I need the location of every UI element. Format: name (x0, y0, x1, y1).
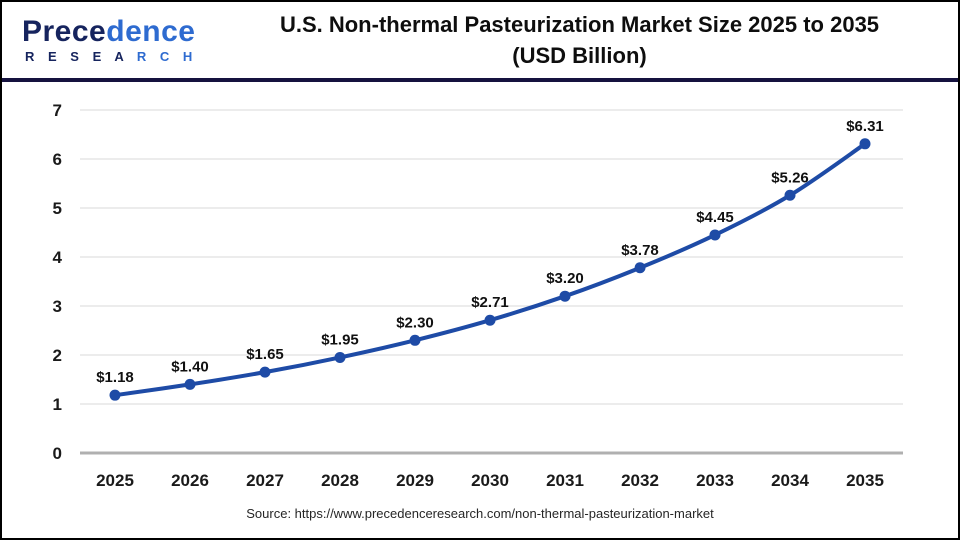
x-tick-label: 2034 (771, 471, 809, 490)
data-point (784, 189, 796, 201)
data-point (259, 366, 271, 378)
data-point-label: $5.26 (771, 169, 809, 186)
y-tick-label: 0 (53, 444, 62, 463)
logo-research-dark: R E S E A (25, 49, 137, 64)
data-point-label: $2.30 (396, 314, 434, 331)
source-text: Source: https://www.precedenceresearch.c… (246, 506, 714, 521)
x-tick-label: 2025 (96, 471, 134, 490)
logo-research-light: R C H (136, 49, 198, 64)
y-tick-label: 5 (53, 199, 62, 218)
data-point-label: $1.95 (321, 331, 359, 348)
data-point (184, 378, 196, 390)
data-point-label: $1.18 (96, 369, 134, 386)
data-point-label: $3.78 (621, 242, 659, 259)
x-tick-label: 2030 (471, 471, 509, 490)
logo-brand-light: dence (106, 15, 196, 48)
y-tick-label: 4 (53, 248, 63, 267)
y-tick-label: 7 (53, 101, 62, 120)
y-tick-label: 1 (53, 395, 62, 414)
data-point (484, 314, 496, 326)
data-point (559, 290, 571, 302)
data-point (634, 262, 646, 274)
data-point (409, 334, 421, 346)
y-tick-label: 6 (53, 150, 62, 169)
x-tick-label: 2032 (621, 471, 659, 490)
data-point (109, 389, 121, 401)
precedence-research-logo: Precedence R E S E A R C H (2, 17, 207, 64)
data-point-label: $3.20 (546, 270, 584, 287)
series-line (113, 141, 867, 398)
data-point-label: $1.40 (171, 358, 209, 375)
page-title: U.S. Non-thermal Pasteurization Market S… (207, 9, 958, 71)
data-point-label: $2.71 (471, 294, 509, 311)
y-tick-label: 2 (53, 346, 62, 365)
x-tick-label: 2031 (546, 471, 584, 490)
chart-area: 0 1 2 3 4 5 6 7 2025 2026 2027 2028 2029 2030 2031 2032… (2, 82, 958, 490)
y-tick-label: 3 (53, 297, 62, 316)
data-point-label: $1.65 (246, 346, 284, 363)
data-point (859, 138, 871, 150)
data-point (334, 351, 346, 363)
x-tick-label: 2027 (246, 471, 284, 490)
x-tick-label: 2029 (396, 471, 434, 490)
market-size-line-chart: 0 1 2 3 4 5 6 7 2025 2026 2027 2028 2029 2030 2031 2032… (53, 101, 903, 490)
chart-title-line1: U.S. Non-thermal Pasteurization Market S… (279, 12, 880, 37)
logo-brand-dark: Prece (22, 15, 107, 48)
data-point-label: $4.45 (696, 209, 734, 226)
logo-brand-text: Precedence (22, 17, 207, 47)
logo-research-text: R E S E A R C H (22, 50, 207, 63)
chart-title-line2: (USD Billion) (512, 43, 647, 68)
x-tick-label: 2033 (696, 471, 734, 490)
x-tick-label: 2028 (321, 471, 359, 490)
x-tick-label: 2035 (846, 471, 884, 490)
header: Precedence R E S E A R C H U.S. Non-ther… (2, 2, 958, 78)
data-point (709, 229, 721, 241)
x-tick-label: 2026 (171, 471, 209, 490)
data-point-label: $6.31 (846, 118, 884, 135)
header-divider (2, 78, 958, 82)
